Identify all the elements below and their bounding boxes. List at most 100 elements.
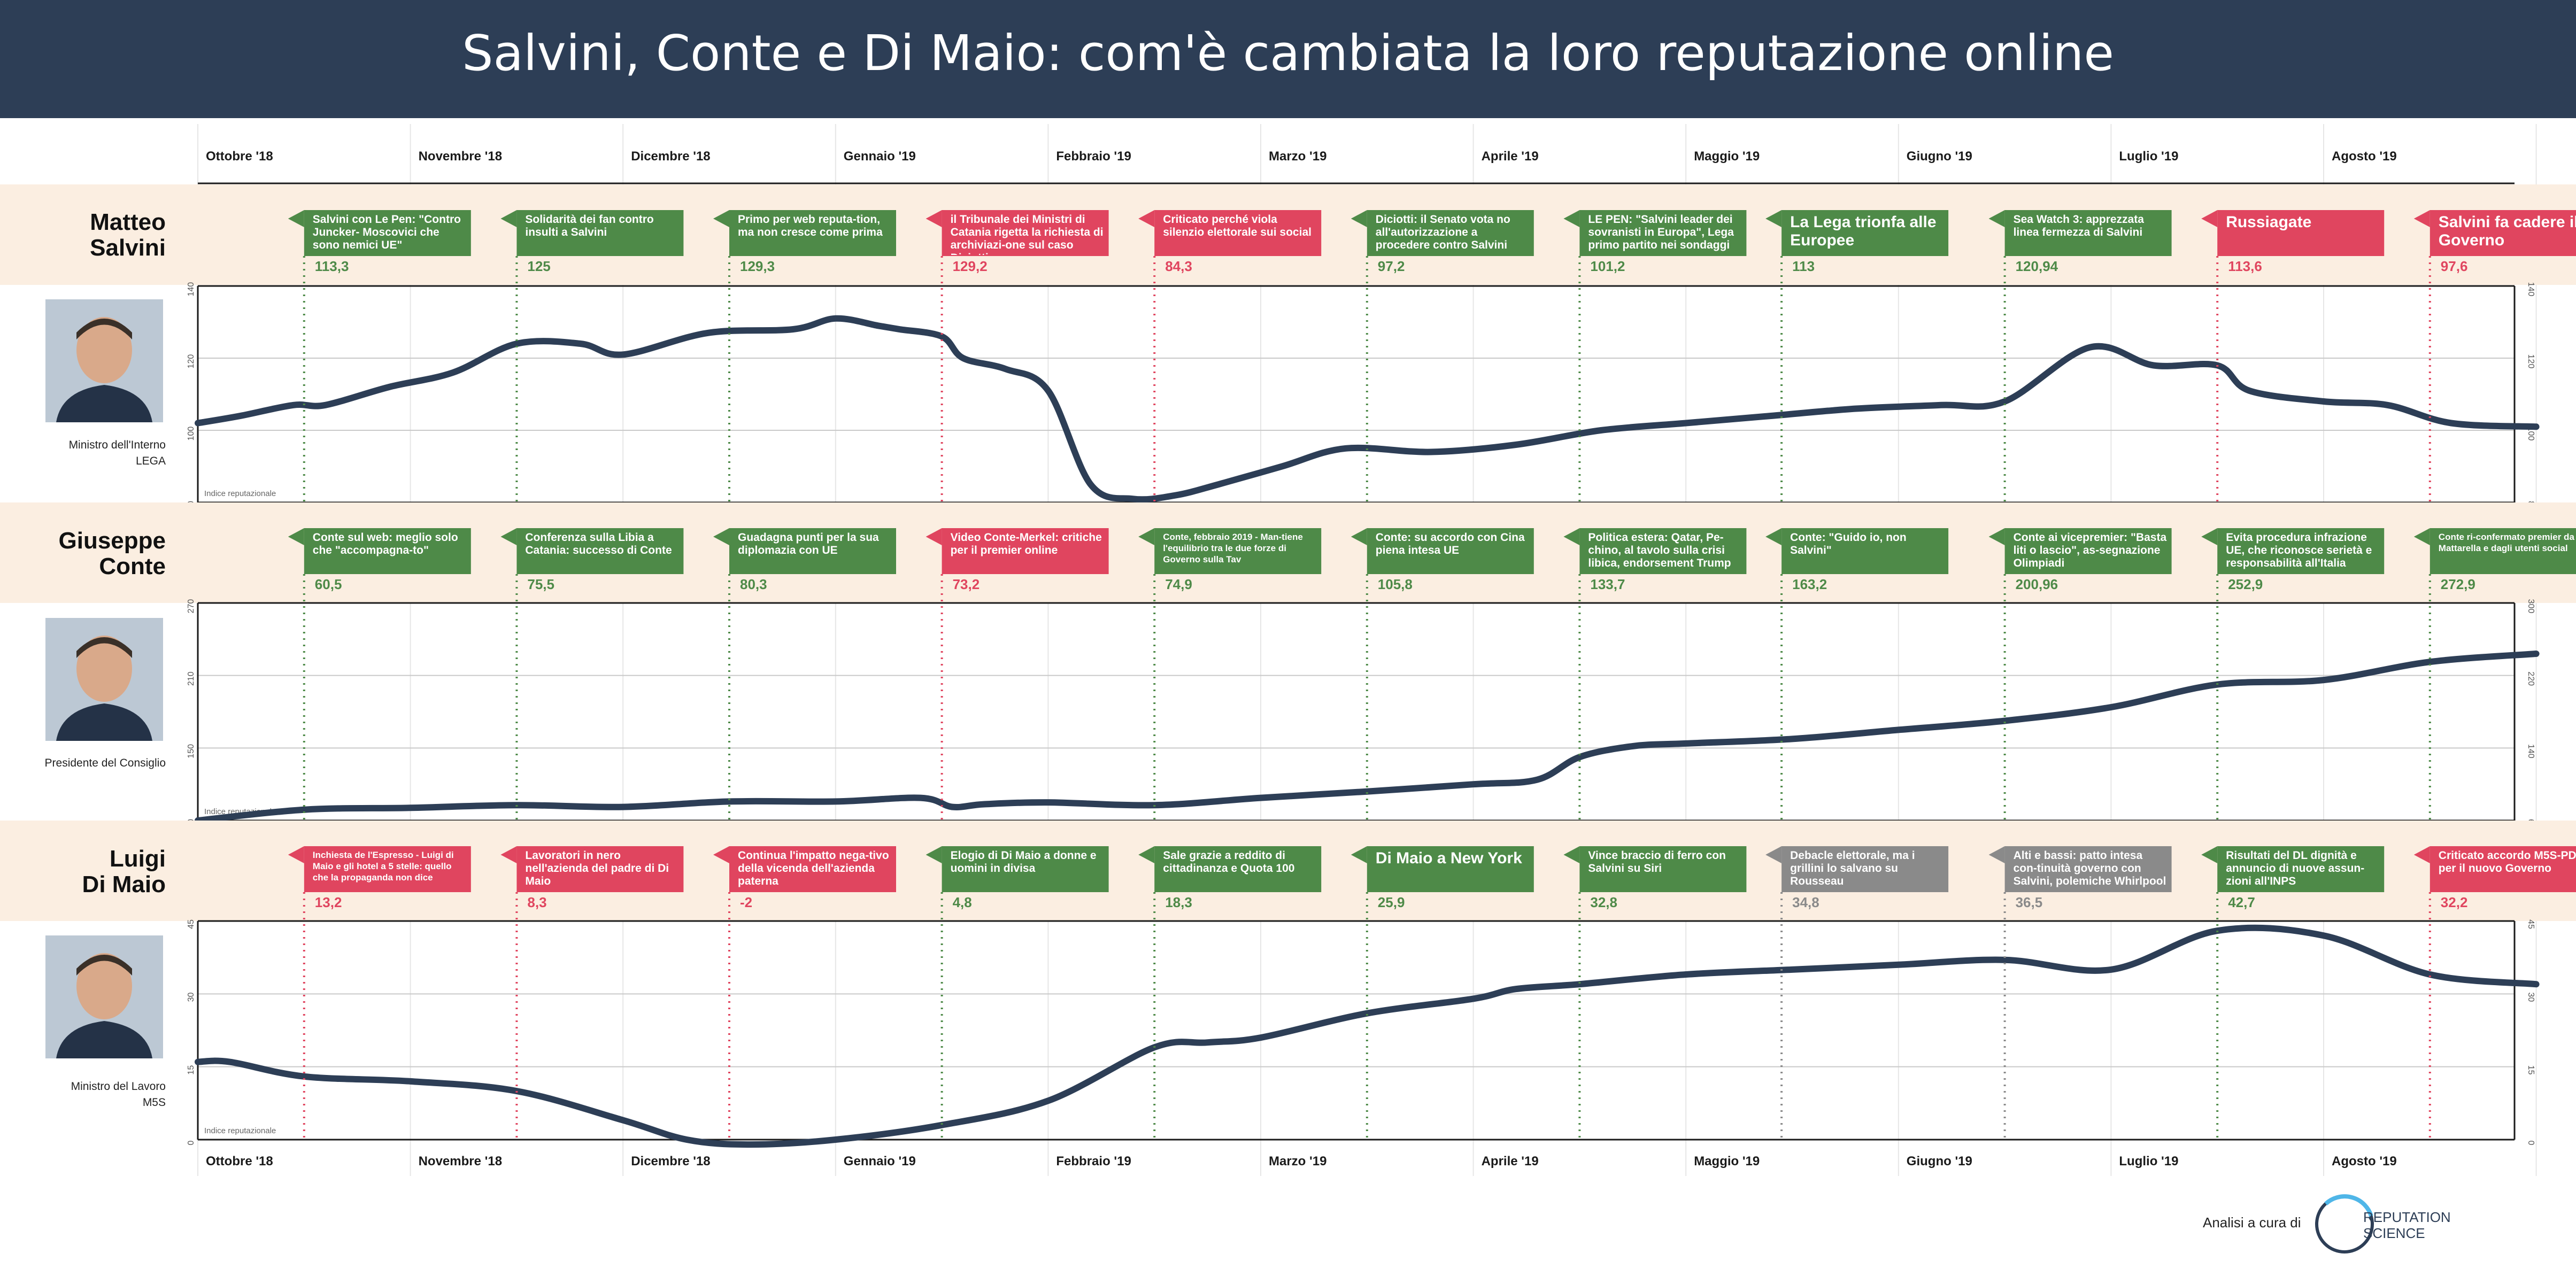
event-flag (1154, 210, 1322, 256)
event-text: Solidarità dei fan contro insulti a Salv… (525, 213, 654, 238)
event-value: 34,8 (1792, 894, 1819, 910)
event-flag-pennant (1351, 210, 1367, 227)
y-tick-left: 15 (187, 1065, 196, 1075)
event-flag-pennant (288, 528, 304, 545)
event-flag (1781, 528, 1949, 574)
month-label-top: Agosto '19 (2332, 149, 2397, 164)
person-role: Presidente del Consiglio (44, 757, 166, 769)
y-tick-left: 270 (187, 599, 196, 614)
event-flag (2430, 846, 2576, 892)
reputation-line (195, 651, 2540, 824)
person-photo (45, 618, 163, 741)
event-text: Evita procedura infrazione UE, che ricon… (2226, 531, 2372, 569)
event-flag-pennant (2413, 210, 2430, 227)
event-flag (1154, 846, 1322, 892)
event-flag-pennant (500, 846, 517, 863)
event-flag (2217, 528, 2385, 574)
event-value: 101,2 (1590, 258, 1625, 274)
event-text: La Lega trionfa alle Europee (1790, 213, 1937, 249)
person-photo (45, 935, 163, 1058)
event-flag (2217, 210, 2385, 256)
event-text: Debacle elettorale, ma i grillini lo sal… (1790, 849, 1915, 887)
event-text: Conte: "Guido io, non Salvini" (1790, 531, 1907, 556)
month-label-top: Marzo '19 (1269, 149, 1326, 164)
event-flag-pennant (1351, 528, 1367, 545)
y-tick-right: 300 (2526, 599, 2535, 614)
month-label-bottom: Aprile '19 (1482, 1154, 1539, 1169)
event-text: Inchiesta de l'Espresso - Luigi di Maio … (312, 850, 454, 883)
event-flag-pennant (500, 210, 517, 227)
reputation-line (195, 924, 2540, 1148)
event-text: Politica estera: Qatar, Pe-chino, al tav… (1588, 531, 1731, 569)
event-flag (1579, 528, 1747, 574)
event-text: Di Maio a New York (1375, 849, 1522, 867)
y-tick-right: 15 (2526, 1065, 2535, 1075)
header-bar (0, 0, 2576, 118)
event-text: Salvini fa cadere il Governo (2438, 213, 2576, 249)
event-flag (729, 528, 896, 574)
event-text: Video Conte-Merkel: critiche per il prem… (950, 531, 1102, 556)
person-role: Ministro dell'Interno LEGA (68, 439, 166, 467)
event-flag-pennant (1138, 528, 1155, 545)
reputation-science-logo-icon (2315, 1194, 2374, 1253)
event-flag-pennant (2201, 846, 2218, 863)
event-flag-pennant (1563, 528, 1580, 545)
event-flag-pennant (2413, 528, 2430, 545)
event-flag (942, 528, 1109, 574)
event-value: 74,9 (1165, 576, 1192, 592)
event-flag (1781, 846, 1949, 892)
month-label-bottom: Febbraio '19 (1056, 1154, 1131, 1169)
event-flag-pennant (2413, 846, 2430, 863)
event-value: 18,3 (1165, 894, 1192, 910)
event-value: 113,6 (2228, 258, 2262, 274)
event-value: 133,7 (1590, 576, 1625, 592)
event-flag-pennant (1138, 210, 1155, 227)
month-label-top: Maggio '19 (1694, 149, 1760, 164)
y-tick-right: 140 (2526, 282, 2535, 297)
event-text: Primo per web reputa-tion, ma non cresce… (738, 213, 883, 238)
month-label-top: Febbraio '19 (1056, 149, 1131, 164)
person-name: Giuseppe Conte (58, 528, 166, 579)
event-text: Conte, febbraio 2019 - Man-tiene l'equil… (1163, 532, 1303, 564)
event-flag (942, 846, 1109, 892)
event-flag-pennant (1563, 846, 1580, 863)
event-flag (304, 846, 471, 892)
event-value: 200,96 (2016, 576, 2058, 592)
event-text: Lavoratori in nero nell'azienda del padr… (525, 849, 669, 887)
y-tick-left: 100 (187, 427, 196, 441)
y-tick-right: 0 (2526, 1141, 2535, 1146)
event-value: 163,2 (1792, 576, 1827, 592)
event-value: 113,3 (315, 258, 349, 274)
month-label-top: Dicembre '18 (631, 149, 710, 164)
event-text: Guadagna punti per la sua diplomazia con… (738, 531, 879, 556)
event-value: 73,2 (953, 576, 980, 592)
y-tick-right: 45 (2526, 919, 2535, 929)
month-label-bottom: Marzo '19 (1269, 1154, 1326, 1169)
event-flag (729, 846, 896, 892)
event-flag (1367, 528, 1534, 574)
event-value: 120,94 (2016, 258, 2058, 274)
event-flag (2004, 846, 2172, 892)
event-value: 8,3 (527, 894, 546, 910)
event-value: 113 (1792, 258, 1815, 274)
person-name: Matteo Salvini (90, 209, 166, 261)
event-value: 4,8 (953, 894, 972, 910)
month-label-top: Novembre '18 (419, 149, 502, 164)
event-value: 97,6 (2441, 258, 2468, 274)
month-label-bottom: Maggio '19 (1694, 1154, 1760, 1169)
month-label-top: Aprile '19 (1482, 149, 1539, 164)
event-text: Risultati del DL dignità e annuncio di n… (2226, 849, 2365, 887)
y-tick-left: 0 (187, 1140, 196, 1145)
event-flag (1154, 528, 1322, 574)
event-text: Russiagate (2226, 213, 2312, 231)
month-label-bottom: Dicembre '18 (631, 1154, 710, 1169)
y-tick-right: 100 (2526, 427, 2535, 441)
y-tick-left: 210 (187, 671, 196, 686)
event-flag-pennant (925, 846, 942, 863)
event-text: Conte ri-confermato premier da Mattarell… (2438, 532, 2574, 553)
event-text: Conferenza sulla Libia a Catania: succes… (525, 531, 672, 556)
event-flag-pennant (1988, 846, 2005, 863)
month-label-bottom: Ottobre '18 (206, 1154, 273, 1169)
y-tick-left: 30 (187, 992, 196, 1002)
